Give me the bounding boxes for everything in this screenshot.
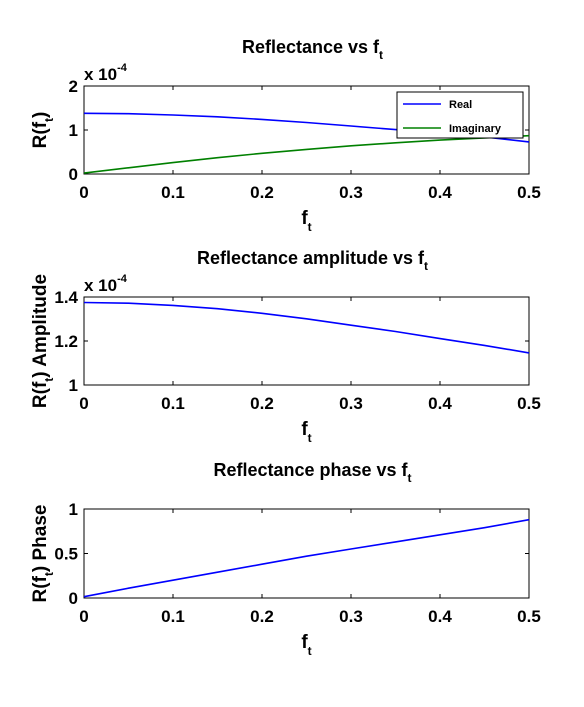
y-axis-label: R(ft) <box>30 112 56 149</box>
plot-area <box>83 296 530 386</box>
y-axis-label-text: R(f <box>30 381 51 408</box>
x-tick-label: 0.2 <box>250 183 274 202</box>
y-tick-label: 1 <box>69 121 78 140</box>
x-tick-label: 0.5 <box>517 394 541 413</box>
x-tick-label: 0 <box>79 183 88 202</box>
y-exponent-label: x 10-4 <box>84 62 128 84</box>
chart-title: Reflectance phase vs ft <box>213 460 411 485</box>
y-tick-label: 0 <box>69 589 78 608</box>
x-tick-label: 0.3 <box>339 183 363 202</box>
x-tick-label: 0.4 <box>428 607 452 626</box>
y-tick-label: 1.4 <box>54 288 78 307</box>
legend-box <box>396 91 524 139</box>
y-exponent-base: x 10 <box>84 65 117 84</box>
x-tick-label: 0 <box>79 607 88 626</box>
x-axis-label-subscript: t <box>308 644 312 658</box>
y-axis-label-subscript: t <box>42 572 56 576</box>
x-tick-label: 0.5 <box>517 607 541 626</box>
x-tick-label: 0.4 <box>428 394 452 413</box>
series-line-imaginary <box>83 134 530 174</box>
y-tick-label: 1 <box>69 376 78 395</box>
y-exponent-base: x 10 <box>84 276 117 295</box>
chart-3: 0 0.1 0.2 0.3 0.4 0.5 0 0.5 1 Reflectance phase v… <box>30 460 541 658</box>
y-exponent-power: -4 <box>117 273 128 285</box>
chart-title-text: Reflectance vs f <box>242 37 380 57</box>
x-tick-label: 0.4 <box>428 183 452 202</box>
x-axis-label: ft <box>301 208 311 234</box>
chart-title-text: Reflectance phase vs f <box>213 460 408 480</box>
y-tick-label: 1 <box>69 500 78 519</box>
legend: Real Imaginary <box>396 91 524 139</box>
x-axis-label-text: f <box>301 419 308 440</box>
x-tick-label: 0.2 <box>250 394 274 413</box>
x-tick-label: 0.5 <box>517 183 541 202</box>
x-axis-label-text: f <box>301 208 308 229</box>
series-line-1 <box>83 518 530 598</box>
y-tick-label: 2 <box>69 77 78 96</box>
x-tick-label: 0 <box>79 394 88 413</box>
x-axis-label-subscript: t <box>308 220 312 234</box>
chart-title-subscript: t <box>424 259 428 273</box>
y-axis-label-suffix: ) Amplitude <box>30 274 51 378</box>
legend-entry: Real <box>449 99 472 111</box>
y-exponent-label: x 10-4 <box>84 273 128 295</box>
x-tick-label: 0.3 <box>339 607 363 626</box>
chart-title-subscript: t <box>408 471 412 485</box>
x-tick-label: 0.1 <box>161 607 185 626</box>
chart-title-subscript: t <box>379 48 383 62</box>
y-tick-label: 0.5 <box>54 545 78 564</box>
x-tick-label: 0.3 <box>339 394 363 413</box>
chart-title: Reflectance amplitude vs ft <box>197 248 428 273</box>
x-axis-label: ft <box>301 632 311 658</box>
x-tick-label: 0.1 <box>161 394 185 413</box>
y-exponent-power: -4 <box>117 62 128 74</box>
y-axis-label-suffix: ) Phase <box>30 505 51 573</box>
x-axis-label-text: f <box>301 632 308 653</box>
x-axis-label-subscript: t <box>308 431 312 445</box>
x-tick-label: 0.1 <box>161 183 185 202</box>
legend-entry: Imaginary <box>449 123 502 135</box>
y-tick-label: 1.2 <box>54 332 78 351</box>
y-axis-label-text: R(f <box>30 575 51 602</box>
chart-title: Reflectance vs ft <box>242 37 383 62</box>
series-line-1 <box>83 301 530 354</box>
x-tick-label: 0.2 <box>250 607 274 626</box>
y-axis-label-text: R(f <box>30 121 51 148</box>
y-axis-label: R(ft) Amplitude <box>30 274 56 408</box>
chart-2: 0 0.1 0.2 0.3 0.4 0.5 1 1.2 1.4 Reflectance ampli… <box>30 248 541 445</box>
y-axis-label-subscript: t <box>42 378 56 382</box>
y-axis-label: R(ft) Phase <box>30 505 56 603</box>
x-axis-label: ft <box>301 419 311 445</box>
y-tick-label: 0 <box>69 165 78 184</box>
y-axis-label-subscript: t <box>42 118 56 122</box>
y-axis-label-suffix: ) <box>30 112 51 118</box>
chart-title-text: Reflectance amplitude vs f <box>197 248 425 268</box>
